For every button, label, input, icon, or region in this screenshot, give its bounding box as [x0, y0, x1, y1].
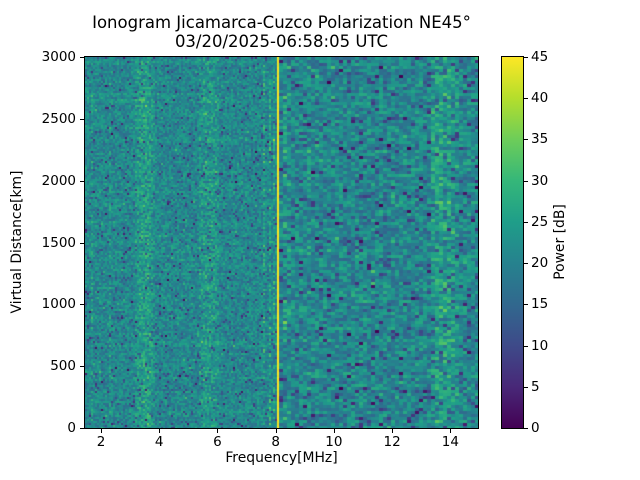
colorbar-tick-mark [524, 57, 528, 58]
y-tick-label: 500 [50, 358, 76, 375]
colorbar-tick-mark [524, 386, 528, 388]
colorbar-tick-mark [524, 304, 528, 306]
x-tick-mark [217, 429, 219, 433]
y-tick-mark [80, 180, 84, 182]
colorbar-tick-label: 45 [531, 49, 549, 65]
colorbar-tick-label: 35 [531, 131, 549, 148]
x-tick-label: 6 [213, 434, 222, 450]
y-tick-mark [80, 366, 84, 368]
colorbar-tick-mark [524, 263, 528, 265]
y-tick-label: 2000 [41, 172, 76, 189]
x-tick-label: 4 [154, 434, 164, 450]
x-tick-label: 10 [325, 434, 343, 450]
y-tick-label: 1000 [41, 296, 76, 313]
colorbar-label: Power [dB] [552, 204, 568, 280]
colorbar-tick-label: 30 [531, 172, 549, 189]
colorbar-tick-mark [524, 98, 528, 100]
x-tick-mark [333, 429, 335, 433]
y-tick-mark [80, 118, 84, 120]
x-tick-mark [450, 429, 452, 433]
x-tick-label: 2 [96, 434, 106, 450]
colorbar-tick-label: 40 [531, 90, 549, 107]
colorbar-tick-mark [524, 345, 528, 347]
y-tick-mark [80, 242, 84, 244]
x-tick-mark [392, 429, 394, 433]
y-tick-label: 3000 [41, 49, 76, 65]
chart-title: Ionogram Jicamarca-Cuzco Polarization NE… [92, 13, 471, 32]
colorbar-tick-mark [524, 180, 528, 182]
y-tick-label: 0 [67, 420, 76, 436]
y-tick-mark [80, 428, 84, 429]
colorbar-gradient [502, 57, 523, 428]
colorbar-tick-label: 20 [531, 255, 549, 272]
colorbar-tick-mark [524, 428, 528, 429]
x-tick-label: 14 [441, 434, 459, 450]
x-tick-label: 12 [383, 434, 401, 450]
chart-subtitle: 03/20/2025-06:58:05 UTC [174, 32, 389, 51]
y-tick-mark [80, 57, 84, 58]
ionogram-heatmap-canvas [85, 57, 478, 428]
colorbar [501, 56, 524, 429]
x-tick-label: 8 [271, 434, 280, 450]
x-tick-mark [101, 429, 102, 433]
colorbar-tick-mark [524, 139, 528, 141]
x-tick-mark [275, 429, 277, 433]
heatmap-plot-area [84, 56, 479, 429]
chart-title-block: Ionogram Jicamarca-Cuzco Polarization NE… [85, 13, 478, 51]
colorbar-tick-label: 15 [531, 296, 549, 313]
colorbar-tick-label: 5 [531, 378, 540, 395]
y-tick-label: 2500 [41, 110, 76, 127]
colorbar-tick-label: 10 [531, 337, 549, 354]
y-tick-mark [80, 304, 84, 306]
colorbar-tick-mark [524, 221, 528, 223]
y-tick-label: 1500 [41, 234, 76, 251]
colorbar-tick-label: 25 [531, 213, 549, 230]
x-axis-label: Frequency[MHz] [225, 450, 338, 466]
colorbar-tick-label: 0 [531, 420, 540, 436]
x-tick-mark [159, 429, 161, 433]
